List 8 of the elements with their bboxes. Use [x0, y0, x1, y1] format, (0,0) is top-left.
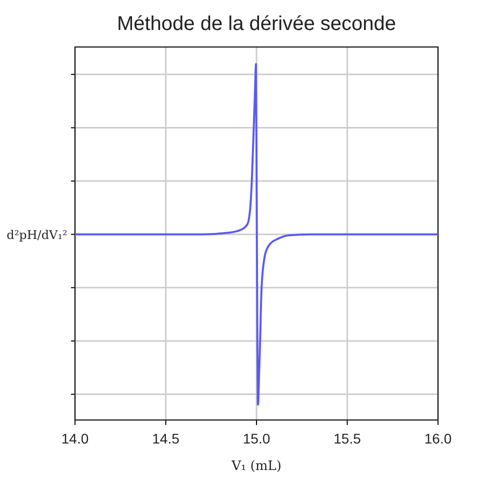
- x-tick-label: 16.0: [424, 430, 452, 446]
- x-tick-label: 14.0: [61, 430, 89, 446]
- x-tick-label: 14.5: [152, 430, 180, 446]
- x-tick-label: 15.5: [334, 430, 362, 446]
- y-axis-title: d²pH/dV₁²: [6, 228, 68, 242]
- chart-title: Méthode de la dérivée seconde: [116, 13, 396, 35]
- x-tick-label: 15.0: [242, 430, 270, 446]
- x-axis-title: V₁ (mL): [230, 459, 282, 474]
